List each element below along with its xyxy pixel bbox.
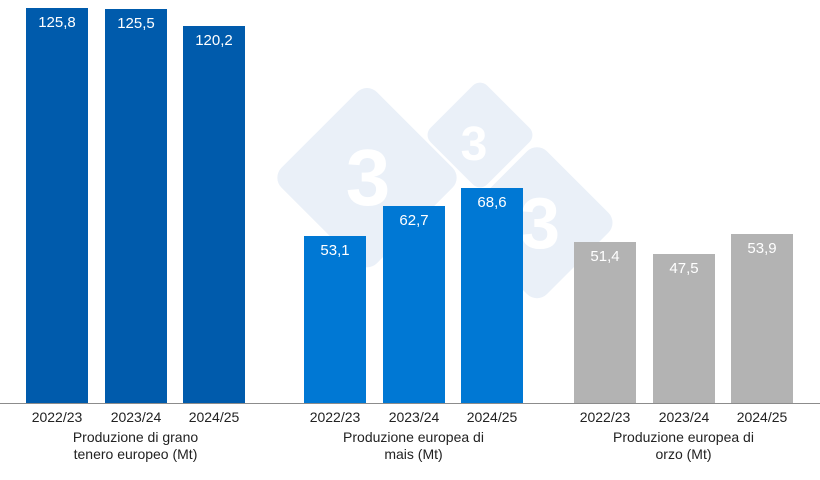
bar-value-label: 120,2 <box>195 32 233 49</box>
x-tick-label: 2022/23 <box>31 409 83 425</box>
bar-value-label: 53,9 <box>747 240 777 257</box>
bar: 125,8 <box>26 8 88 403</box>
x-tick-label: 2022/23 <box>579 409 631 425</box>
bar-value-label: 62,7 <box>399 212 429 229</box>
group-label-line1: Produzione europea di <box>343 429 484 445</box>
x-tick-label: 2024/25 <box>188 409 240 425</box>
bar-value-label: 53,1 <box>320 242 350 259</box>
svg-text:3: 3 <box>461 118 488 171</box>
group-label: Produzione di grano tenero europeo (Mt) <box>26 429 246 463</box>
x-tick-label: 2022/23 <box>309 409 361 425</box>
bar: 120,2 <box>183 26 245 403</box>
group-label: Produzione europea di mais (Mt) <box>304 429 524 463</box>
x-tick-label: 2023/24 <box>388 409 440 425</box>
group-label: Produzione europea di orzo (Mt) <box>574 429 794 463</box>
x-tick-label: 2023/24 <box>658 409 710 425</box>
bar: 53,9 <box>731 234 793 403</box>
svg-text:3: 3 <box>520 184 560 264</box>
x-tick-label: 2024/25 <box>736 409 788 425</box>
bar-value-label: 125,5 <box>117 15 155 32</box>
bar-value-label: 47,5 <box>669 260 699 277</box>
group-label-line2: tenero europeo (Mt) <box>73 446 198 462</box>
bar: 125,5 <box>105 9 167 403</box>
bar-value-label: 68,6 <box>477 194 507 211</box>
group-label-line2: orzo (Mt) <box>655 446 712 462</box>
bar: 68,6 <box>461 188 523 403</box>
x-tick-label: 2024/25 <box>466 409 518 425</box>
bar-value-label: 51,4 <box>590 248 620 265</box>
bar: 53,1 <box>304 236 366 403</box>
bar: 62,7 <box>383 206 445 403</box>
bar: 51,4 <box>574 242 636 403</box>
group-label-line2: mais (Mt) <box>384 446 443 462</box>
bar: 47,5 <box>653 254 715 403</box>
bar-value-label: 125,8 <box>38 14 76 31</box>
x-axis-line <box>0 403 820 404</box>
group-label-line1: Produzione di grano <box>72 429 199 445</box>
x-tick-label: 2023/24 <box>110 409 162 425</box>
group-label-line1: Produzione europea di <box>613 429 754 445</box>
